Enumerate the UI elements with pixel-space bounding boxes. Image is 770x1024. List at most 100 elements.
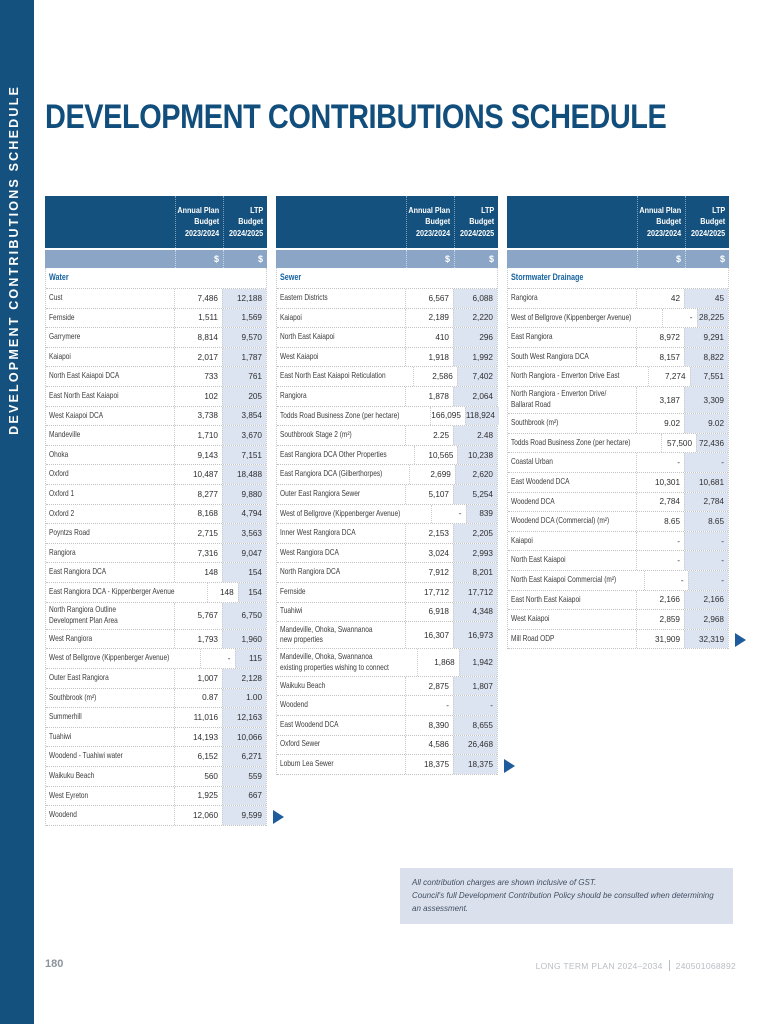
annual-plan-value: 410: [405, 328, 453, 347]
row-label: West of Bellgrove (Kippenberger Avenue): [49, 653, 170, 663]
ltp-value: 2,620: [454, 465, 497, 484]
table-row: West Kaiapoi 1,918 1,992: [277, 347, 497, 368]
ltp-value: 1.00: [222, 688, 266, 708]
row-label: East Rangiora DCA Other Properties: [280, 449, 387, 459]
ltp-value: 28,225: [696, 308, 728, 328]
ltp-value: 9,880: [222, 484, 266, 504]
ltp-value: 2,968: [684, 610, 728, 629]
row-label: Kaiapoi: [511, 535, 533, 545]
annual-plan-value: 1,710: [174, 426, 222, 445]
section-title: Stormwater Drainage: [508, 268, 728, 289]
ltp-value: 45: [684, 289, 728, 308]
row-label: Woodend DCA: [511, 496, 555, 506]
footer-plan-label: LONG TERM PLAN 2024–2034: [535, 960, 663, 971]
table-row: North East Kaiapoi Commercial (m²) - -: [508, 571, 728, 591]
annual-plan-value: 7,274: [647, 367, 690, 386]
row-label: East Woodend DCA: [280, 719, 339, 729]
annual-plan-value: 3,187: [636, 386, 684, 414]
sewer-table: Annual Plan Budget 2023/2024 LTP Budget 2…: [276, 196, 515, 775]
ltp-value: 1,942: [458, 649, 497, 676]
table-row: East Woodend DCA 8,390 8,655: [277, 715, 497, 736]
row-label: Outer East Rangiora Sewer: [280, 488, 361, 498]
table-row: Mandeville 1,710 3,670: [46, 426, 266, 446]
ltp-value: 12,188: [222, 289, 266, 308]
table-row: Poyntzs Road 2,715 3,563: [46, 524, 266, 544]
table-body: Stormwater Drainage Rangiora 42 45 West of B…: [507, 268, 729, 650]
ltp-value: 9,570: [222, 328, 266, 347]
annual-plan-value: 2.25: [405, 426, 453, 445]
annual-plan-column-header: Annual Plan Budget 2023/2024: [639, 205, 681, 238]
annual-plan-value: 2,189: [405, 308, 453, 328]
table-row: East North East Kaiapoi Reticulation 2,58…: [277, 367, 497, 387]
row-label: Inner West Rangiora DCA: [280, 528, 356, 538]
dollar-unit-label: $: [223, 250, 267, 268]
row-label: Todds Road Business Zone (per hectare): [511, 437, 631, 447]
table-row: East North East Kaiapoi 2,166 2,166: [508, 590, 728, 611]
row-label: Ohoka: [49, 449, 69, 459]
table-row: Oxford Sewer 4,586 26,468: [277, 735, 497, 756]
ltp-value: 7,151: [222, 445, 266, 465]
annual-plan-value: 5,107: [405, 484, 453, 504]
ltp-value: 761: [222, 367, 266, 386]
row-label: Kaiapoi: [49, 351, 71, 361]
table-row: Southbrook (m²) 0.87 1.00: [46, 688, 266, 709]
ltp-value: 7,402: [456, 367, 497, 386]
table-row: Todds Road Business Zone (per hectare) 16…: [277, 406, 499, 427]
row-label: East Rangiora: [511, 332, 553, 342]
ltp-value: 2,784: [684, 492, 728, 512]
table-row: Outer East Rangiora Sewer 5,107 5,254: [277, 484, 497, 505]
row-label: North Rangiora DCA: [280, 567, 341, 577]
table-row: Rangiora 1,878 2,064: [277, 386, 497, 407]
row-label: Oxford Sewer: [280, 739, 321, 749]
page-number: 180: [45, 958, 64, 970]
ltp-value: 8,822: [684, 347, 728, 367]
row-label: Tuahiwi: [280, 606, 303, 616]
ltp-column-header: LTP Budget 2024/2025: [690, 205, 725, 238]
row-label: Fernside: [280, 586, 306, 596]
table-row: South West Rangiora DCA 8,157 8,822: [508, 347, 728, 368]
annual-plan-value: 1,007: [174, 669, 222, 688]
footer-doc-number: 240501068892: [675, 960, 736, 971]
table-column-header: Annual Plan Budget 2023/2024 LTP Budget 2…: [276, 196, 498, 248]
table-row: Fernside 17,712 17,712: [277, 582, 497, 603]
table-row: West of Bellgrove (Kippenberger Avenue) -…: [277, 504, 497, 525]
water-table: Annual Plan Budget 2023/2024 LTP Budget 2…: [45, 196, 284, 826]
dollar-unit-label: $: [175, 250, 223, 268]
ltp-column-header: LTP Budget 2024/2025: [459, 205, 494, 238]
row-label: Fernside: [49, 312, 75, 322]
row-label: Rangiora: [280, 390, 307, 400]
ltp-value: 10,681: [684, 473, 728, 492]
row-label: West Rangiora DCA: [280, 547, 339, 557]
row-label: West of Bellgrove (Kippenberger Avenue): [511, 312, 632, 322]
annual-plan-value: 2,875: [405, 676, 453, 696]
header-spacer: [507, 196, 637, 248]
annual-plan-value: 8,168: [174, 504, 222, 524]
ltp-value: 18,488: [222, 465, 266, 484]
table-row: East North East Kaiapoi 102 205: [46, 386, 266, 407]
annual-plan-value: 8,972: [636, 328, 684, 347]
ltp-value: 154: [237, 582, 266, 602]
row-label: Woodend: [49, 810, 77, 820]
row-label: Tuahiwi: [49, 731, 72, 741]
row-label: West Kaiapoi DCA: [49, 410, 104, 420]
continued-arrow-icon: [273, 809, 284, 824]
ltp-value: 667: [222, 786, 266, 806]
ltp-value: 2,128: [222, 669, 266, 688]
ltp-value: 2,064: [453, 386, 497, 406]
row-label: Waikuku Beach: [280, 680, 326, 690]
annual-plan-value: 2,859: [636, 610, 684, 629]
annual-plan-value: 5,767: [174, 602, 222, 629]
ltp-value: 10,066: [222, 727, 266, 747]
row-label: Woodend - Tuahiwi water: [49, 751, 123, 761]
row-label: West Kaiapoi: [511, 614, 550, 624]
table-row: Oxford 2 8,168 4,794: [46, 504, 266, 525]
ltp-value: -: [684, 531, 728, 551]
row-label: Woodend DCA (Commercial) (m²): [511, 516, 610, 526]
annual-plan-value: 2,153: [405, 524, 453, 543]
annual-plan-column-header: Annual Plan Budget 2023/2024: [177, 205, 219, 238]
annual-plan-value: -: [405, 696, 453, 715]
table-row: Woodend DCA (Commercial) (m²) 8.65 8.65: [508, 512, 728, 532]
table-row: North Rangiora Outline Development Plan …: [46, 602, 266, 630]
row-label: Woodend: [280, 700, 308, 710]
ltp-value: 1,787: [222, 347, 266, 367]
